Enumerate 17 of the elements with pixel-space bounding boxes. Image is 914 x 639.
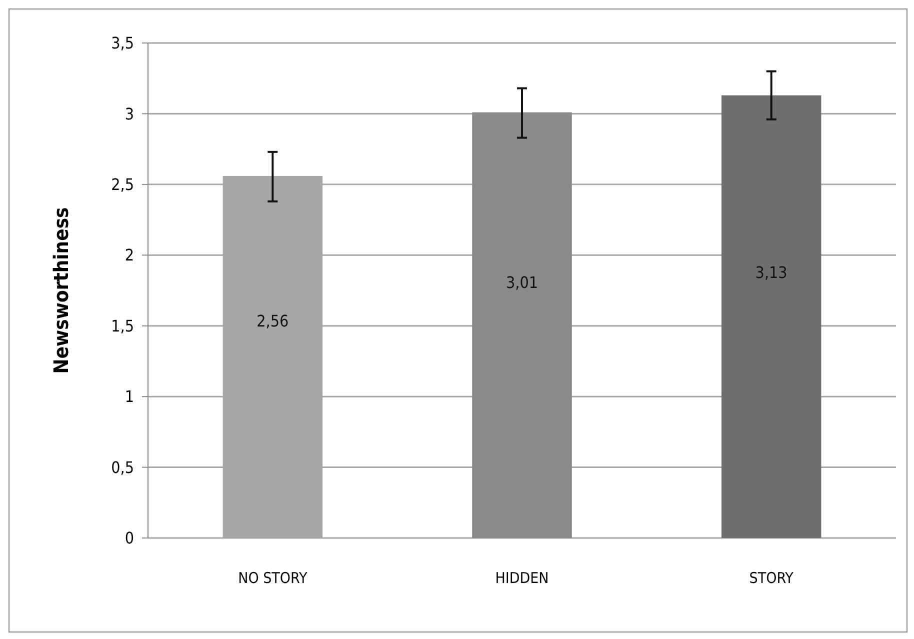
y-tick-label: 2 [124,246,134,265]
x-tick-label: STORY [749,569,794,587]
y-tick-label: 0 [124,528,134,548]
y-tick-label: 1 [124,387,134,406]
bar [721,95,822,538]
data-label: 2,56 [256,311,289,330]
y-tick-label: 2,5 [111,175,134,194]
x-tick-label: HIDDEN [495,569,549,587]
y-tick-label: 3,5 [111,34,134,53]
y-tick-label: 1,5 [111,316,134,336]
data-label: 3,01 [506,273,538,292]
x-tick-label: NO STORY [238,569,308,587]
data-label: 3,13 [755,262,788,282]
y-tick-label: 3 [124,104,134,124]
y-tick-label: 0,5 [111,458,134,477]
y-axis-title: Newsworthiness [49,207,73,374]
bar [472,112,572,538]
